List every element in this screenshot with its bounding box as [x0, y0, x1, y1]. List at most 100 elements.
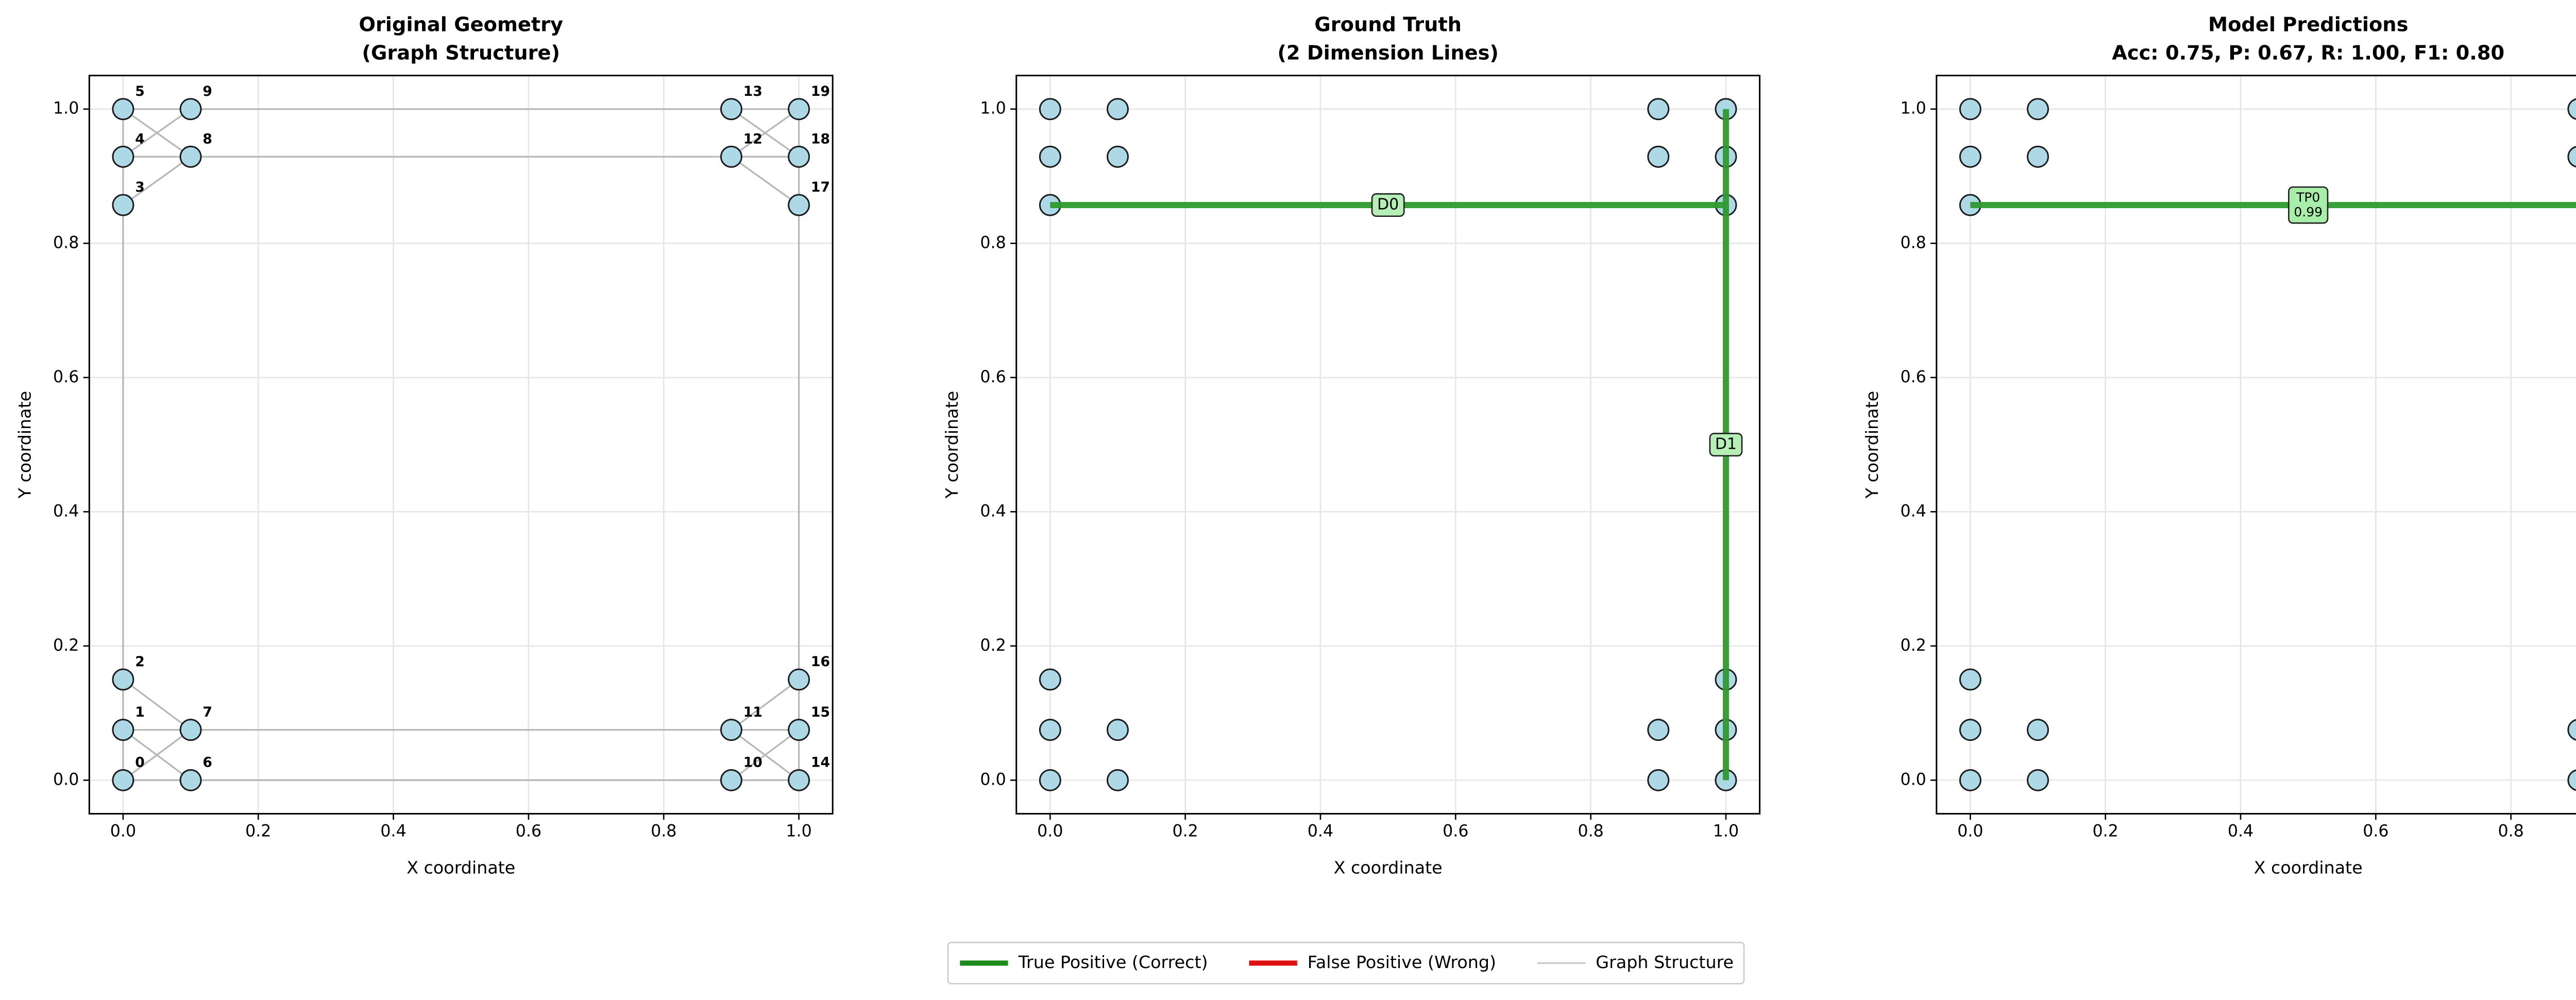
- node: [112, 719, 134, 741]
- line-label: D0: [1371, 193, 1405, 217]
- x-tick-label: 0.2: [2093, 822, 2119, 840]
- node-label: 11: [743, 704, 762, 720]
- y-tick-label: 0.6: [980, 368, 1006, 386]
- node: [2027, 98, 2049, 121]
- node: [1106, 769, 1129, 791]
- x-tick-label: 0.0: [1957, 822, 1983, 840]
- y-tick-label: 0.2: [1900, 636, 1926, 655]
- legend-label: False Positive (Wrong): [1308, 952, 1496, 972]
- graph-edge: [731, 156, 800, 206]
- line-name: TP0: [2296, 190, 2320, 205]
- node: [1647, 98, 1670, 121]
- graph-edge: [122, 679, 192, 731]
- node: [720, 98, 742, 121]
- y-axis-label: Y coordinate: [1862, 391, 1882, 499]
- chart-title: Ground Truth: [1314, 13, 1462, 36]
- node-label: 9: [202, 83, 212, 99]
- y-tick-label: 0.4: [53, 502, 79, 520]
- node: [1039, 719, 1061, 741]
- graph-edge: [731, 729, 800, 781]
- x-tick-label: 0.8: [2498, 822, 2524, 840]
- x-tick-label: 0.0: [1037, 822, 1063, 840]
- y-axis-label: Y coordinate: [942, 391, 962, 499]
- node: [1039, 769, 1061, 791]
- node: [112, 98, 134, 121]
- line-score: 0.99: [2294, 205, 2323, 219]
- x-tick-label: 0.8: [651, 822, 676, 840]
- node: [179, 145, 202, 168]
- chart-subtitle: Acc: 0.75, P: 0.67, R: 1.00, F1: 0.80: [2112, 41, 2504, 64]
- node: [788, 194, 810, 216]
- x-tick-label: 0.6: [1443, 822, 1468, 840]
- label-box: [1371, 193, 1405, 217]
- node: [1039, 668, 1061, 691]
- subplot: 0.0 0.2 0.4 0.6 0.8 1.0 0.0 0.2 0.4 0.6 0.8 1.0 Grou…: [942, 13, 1761, 878]
- node-label: 18: [811, 131, 830, 147]
- x-axis-label: X coordinate: [1334, 858, 1443, 878]
- node: [112, 194, 134, 216]
- node-label: 5: [135, 83, 145, 99]
- x-tick-label: 0.4: [2228, 822, 2253, 840]
- y-tick-label: 0.0: [53, 770, 79, 789]
- node: [179, 719, 202, 741]
- node: [788, 98, 810, 121]
- x-tick-label: 1.0: [1713, 822, 1739, 840]
- plot-area: [1936, 75, 2576, 814]
- graph-edge: [122, 156, 192, 206]
- node: [788, 719, 810, 741]
- x-tick-label: 0.6: [516, 822, 541, 840]
- node: [112, 145, 134, 168]
- node: [788, 769, 810, 791]
- node-label: 3: [135, 179, 145, 195]
- x-tick-label: 0.4: [380, 822, 406, 840]
- x-tick-label: 0.8: [1578, 822, 1603, 840]
- plot-area: [1016, 75, 1760, 814]
- node: [2027, 145, 2049, 168]
- y-axis-label: Y coordinate: [15, 391, 35, 499]
- node-label: 13: [743, 83, 762, 99]
- node: [1959, 769, 1981, 791]
- legend: True Positive (Correct) False Positive (W…: [947, 942, 1745, 985]
- subplot: 0.00.20.40.60.81.00.00.20.40.60.81.0Mode…: [1862, 13, 2576, 878]
- plot-frame: [1015, 75, 1761, 815]
- node: [1106, 719, 1129, 741]
- node: [788, 668, 810, 691]
- node: [179, 98, 202, 121]
- node-label: 19: [811, 83, 830, 99]
- node: [1959, 145, 1981, 168]
- legend-label: True Positive (Correct): [1018, 952, 1208, 972]
- legend-label: Graph Structure: [1596, 952, 1734, 972]
- graph-edge: [731, 108, 800, 158]
- line-name: D1: [1715, 435, 1737, 453]
- node: [2567, 98, 2576, 120]
- node: [1647, 145, 1670, 168]
- node-label: 15: [811, 704, 830, 720]
- node-label: 16: [811, 654, 830, 670]
- node: [1959, 668, 1981, 691]
- node-label: 10: [743, 755, 762, 771]
- node: [2027, 769, 2049, 791]
- node: [1959, 98, 1981, 121]
- chart-title: Original Geometry: [359, 13, 563, 36]
- node: [2567, 146, 2576, 168]
- plot-area: [89, 75, 833, 814]
- node-label: 1: [135, 704, 145, 720]
- node: [1647, 769, 1670, 791]
- node-label: 6: [202, 755, 212, 771]
- x-tick-label: 0.6: [2363, 822, 2388, 840]
- x-tick-label: 0.2: [245, 822, 271, 840]
- y-tick-label: 1.0: [53, 99, 79, 118]
- node: [2567, 719, 2576, 741]
- graph-edge: [122, 729, 192, 781]
- chart-subtitle: (2 Dimension Lines): [1277, 41, 1499, 64]
- y-tick-label: 0.8: [1900, 233, 1926, 252]
- y-tick-label: 0.8: [53, 233, 79, 252]
- plot-frame: [1936, 75, 2576, 815]
- y-tick-label: 0.4: [980, 502, 1006, 520]
- node: [2027, 719, 2049, 741]
- node: [179, 769, 202, 791]
- node: [1039, 98, 1061, 121]
- node-label: 7: [202, 704, 212, 720]
